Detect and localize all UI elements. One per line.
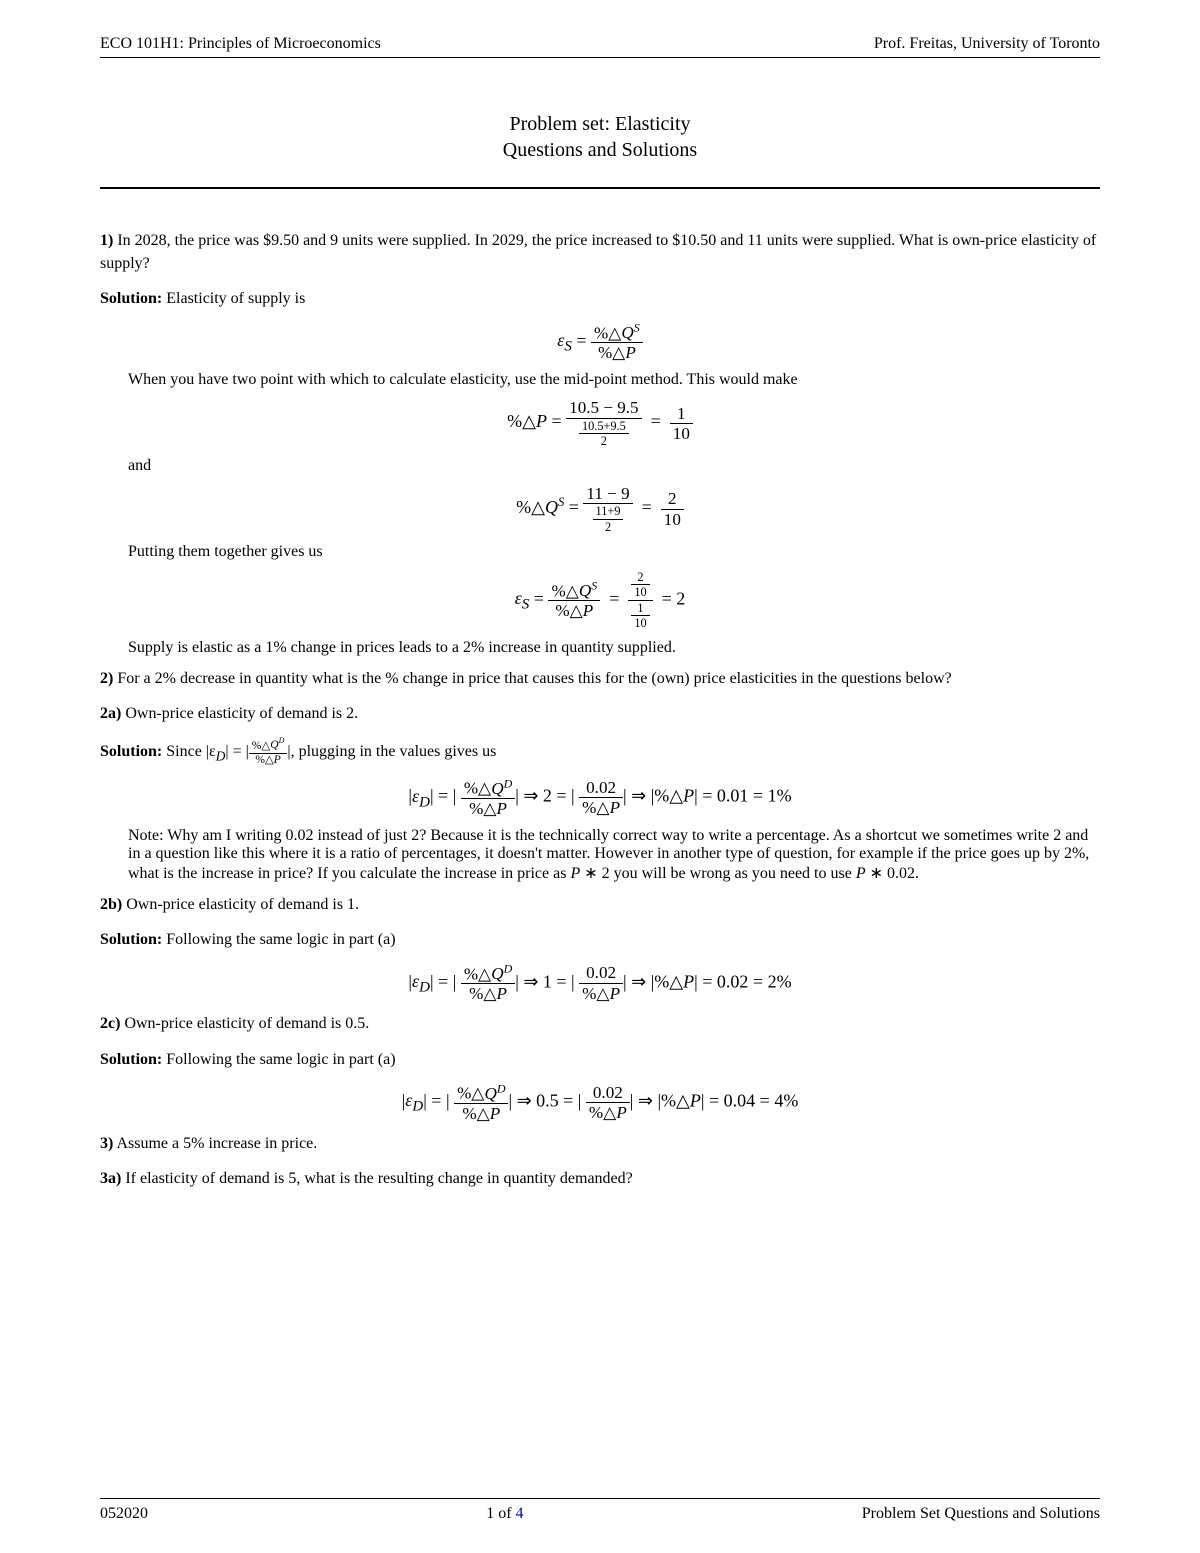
formula-delta-p: %△P = 10.5 − 9.5 10.5+9.5 2 = 1 10 xyxy=(100,399,1100,447)
title-line-1: Problem set: Elasticity xyxy=(100,113,1100,136)
question-1: 1) In 2028, the price was $9.50 and 9 un… xyxy=(100,229,1100,275)
q2-label: 2) xyxy=(100,670,113,687)
q2b-solution: Solution: Following the same logic in pa… xyxy=(100,928,1100,951)
question-2a: 2a) Own-price elasticity of demand is 2. xyxy=(100,702,1100,725)
q1-conclusion: Supply is elastic as a 1% change in pric… xyxy=(100,639,1100,657)
q2c-text: Own-price elasticity of demand is 0.5. xyxy=(124,1015,369,1032)
q2a-text: Own-price elasticity of demand is 2. xyxy=(125,705,358,722)
page-header: ECO 101H1: Principles of Microeconomics … xyxy=(100,35,1100,58)
q2c-sol-intro: Following the same logic in part (a) xyxy=(166,1051,395,1068)
footer-mid: 1 of 4 xyxy=(486,1505,523,1523)
question-3: 3) Assume a 5% increase in price. xyxy=(100,1132,1100,1155)
q2b-label: 2b) xyxy=(100,896,122,913)
formula-epsilon-result: εS = %△QS %△P = 210 110 = 2 xyxy=(100,571,1100,629)
q2c-label: 2c) xyxy=(100,1015,120,1032)
title-rule xyxy=(100,187,1100,189)
q1-solution-intro: Solution: Elasticity of supply is xyxy=(100,287,1100,310)
formula-q2c: |εD| = | %△QD %△P | ⇒ 0.5 = | 0.02 %△P |… xyxy=(100,1083,1100,1122)
footer-left: 052020 xyxy=(100,1505,148,1523)
formula-q2b: |εD| = | %△QD %△P | ⇒ 1 = | 0.02 %△P | ⇒… xyxy=(100,964,1100,1003)
q2b-sol-intro: Following the same logic in part (a) xyxy=(166,931,395,948)
q2a-sol-after: |, plugging in the values gives us xyxy=(287,743,496,760)
q1-text: In 2028, the price was $9.50 and 9 units… xyxy=(100,232,1096,272)
page: ECO 101H1: Principles of Microeconomics … xyxy=(0,0,1200,1553)
footer-right: Problem Set Questions and Solutions xyxy=(862,1505,1100,1523)
q2b-text: Own-price elasticity of demand is 1. xyxy=(126,896,359,913)
q2a-note: Note: Why am I writing 0.02 instead of j… xyxy=(100,827,1100,883)
formula-q2a: |εD| = | %△QD %△P | ⇒ 2 = | 0.02 %△P | ⇒… xyxy=(100,778,1100,817)
page-footer: 052020 1 of 4 Problem Set Questions and … xyxy=(100,1498,1100,1523)
q1-label: 1) xyxy=(100,232,113,249)
q1-together: Putting them together gives us xyxy=(100,543,1100,561)
q3a-text: If elasticity of demand is 5, what is th… xyxy=(125,1170,632,1187)
question-2c: 2c) Own-price elasticity of demand is 0.… xyxy=(100,1012,1100,1035)
q1-midpoint-text: When you have two point with which to ca… xyxy=(100,371,1100,389)
solution-label: Solution: xyxy=(100,1051,162,1068)
header-right: Prof. Freitas, University of Toronto xyxy=(874,35,1100,53)
q3-label: 3) xyxy=(100,1135,113,1152)
page-total-link[interactable]: 4 xyxy=(516,1505,524,1522)
q1-sol-intro: Elasticity of supply is xyxy=(166,290,305,307)
solution-label: Solution: xyxy=(100,743,162,760)
formula-delta-q: %△QS = 11 − 9 11+9 2 = 2 10 xyxy=(100,485,1100,533)
header-left: ECO 101H1: Principles of Microeconomics xyxy=(100,35,381,53)
title-block: Problem set: Elasticity Questions and So… xyxy=(100,113,1100,162)
title-line-2: Questions and Solutions xyxy=(100,139,1100,162)
q2-text: For a 2% decrease in quantity what is th… xyxy=(117,670,951,687)
question-2b: 2b) Own-price elasticity of demand is 1. xyxy=(100,893,1100,916)
formula-epsilon-s: εS = %△QS %△P xyxy=(100,323,1100,362)
question-3a: 3a) If elasticity of demand is 5, what i… xyxy=(100,1167,1100,1190)
q2c-solution: Solution: Following the same logic in pa… xyxy=(100,1048,1100,1071)
q1-and: and xyxy=(100,457,1100,475)
q3a-label: 3a) xyxy=(100,1170,121,1187)
q3-text: Assume a 5% increase in price. xyxy=(116,1135,317,1152)
solution-label: Solution: xyxy=(100,290,162,307)
q2a-solution: Solution: Since |εD| = |%△QD%△P|, pluggi… xyxy=(100,738,1100,767)
solution-label: Solution: xyxy=(100,931,162,948)
question-2: 2) For a 2% decrease in quantity what is… xyxy=(100,667,1100,690)
q2a-label: 2a) xyxy=(100,705,121,722)
q2a-sol-before: Since |ε xyxy=(166,743,215,760)
